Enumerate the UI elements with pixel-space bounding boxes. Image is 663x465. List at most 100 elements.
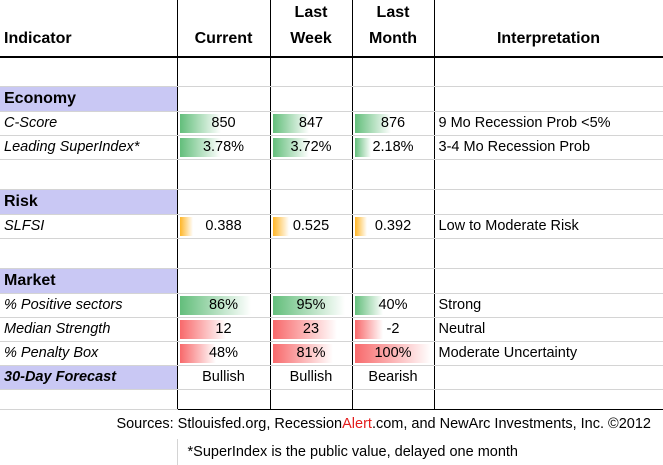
forecast-week: Bullish	[270, 365, 353, 390]
pen-current-bar	[179, 343, 217, 363]
label-forecast: 30-Day Forecast	[0, 365, 177, 390]
pos-interp: Strong	[434, 293, 663, 318]
spacer-row	[0, 57, 663, 87]
sources-alert: Alert	[342, 416, 372, 433]
pen-interp: Moderate Uncertainty	[434, 341, 663, 366]
cscore-week: 847	[270, 111, 353, 136]
med-week-value: 23	[302, 321, 320, 337]
lsi-month-value: 2.18%	[372, 139, 414, 155]
cscore-month: 876	[352, 111, 435, 136]
med-month-value: -2	[386, 321, 400, 337]
row-forecast: 30-Day Forecast Bullish Bullish Bearish	[0, 365, 663, 390]
row-cscore: C-Score 850 847 876 9 Mo Recession Prob …	[0, 111, 663, 136]
section-market-row: Market	[0, 268, 663, 294]
lsi-current: 3.78%	[176, 135, 271, 160]
pen-week-bar	[272, 343, 334, 363]
row-lsi: Leading SuperIndex* 3.78% 3.72% 2.18% 3-…	[0, 135, 663, 160]
header-last-week-line2: Week	[290, 30, 332, 47]
cscore-current-bar	[179, 113, 221, 133]
lsi-month-bar	[354, 137, 371, 157]
pen-month-value: 100%	[374, 345, 412, 361]
med-current-value: 12	[215, 321, 232, 337]
section-risk: Risk	[0, 189, 177, 215]
cscore-current-value: 850	[211, 115, 236, 131]
cscore-current: 850	[176, 111, 271, 136]
label-cscore: C-Score	[0, 111, 177, 136]
cscore-week-value: 847	[298, 115, 324, 131]
header-row: Indicator Current Last Week Last Month Int…	[0, 0, 663, 58]
label-lsi: Leading SuperIndex*	[0, 135, 177, 160]
pen-current-value: 48%	[208, 345, 239, 361]
forecast-interp	[434, 365, 663, 390]
pos-month-value: 40%	[378, 297, 408, 313]
med-current: 12	[176, 317, 271, 342]
slfsi-week-value: 0.525	[292, 218, 330, 234]
pen-month-bar	[354, 343, 432, 363]
label-med: Median Strength	[0, 317, 177, 342]
header-indicator: Indicator	[0, 0, 177, 58]
pen-month: 100%	[352, 341, 435, 366]
spacer-row	[0, 389, 663, 410]
slfsi-month-bar	[354, 216, 367, 236]
lsi-month: 2.18%	[352, 135, 435, 160]
header-last-week: Last Week	[270, 0, 353, 58]
pen-current: 48%	[176, 341, 271, 366]
header-interpretation: Interpretation	[434, 0, 663, 58]
lsi-week-bar	[272, 137, 309, 157]
sources-row: Sources: Stlouisfed.org, RecessionAlert.…	[0, 409, 663, 439]
med-interp: Neutral	[434, 317, 663, 342]
lsi-week-value: 3.72%	[290, 139, 332, 155]
cscore-month-bar	[354, 113, 391, 133]
slfsi-week-bar	[272, 216, 289, 236]
sources-text: Sources: Stlouisfed.org, RecessionAlert.…	[0, 409, 663, 439]
section-economy-row: Economy	[0, 86, 663, 112]
slfsi-interp: Low to Moderate Risk	[434, 214, 663, 239]
header-last-week-line1: Last	[294, 4, 328, 21]
header-last-month-line1: Last	[376, 4, 410, 21]
pos-week-bar	[272, 295, 346, 315]
cscore-month-value: 876	[380, 115, 406, 131]
note-row: *SuperIndex is the public value, delayed…	[0, 439, 663, 465]
slfsi-current-value: 0.388	[205, 218, 242, 234]
pos-month-bar	[354, 295, 383, 315]
forecast-month: Bearish	[352, 365, 435, 390]
slfsi-current: 0.388	[176, 214, 271, 239]
header-current: Current	[176, 0, 271, 58]
section-economy: Economy	[0, 86, 177, 112]
section-market: Market	[0, 268, 177, 294]
label-pen: % Penalty Box	[0, 341, 177, 366]
spacer-row	[0, 159, 663, 190]
forecast-current: Bullish	[176, 365, 271, 390]
lsi-interp: 3-4 Mo Recession Prob	[434, 135, 663, 160]
med-week: 23	[270, 317, 353, 342]
slfsi-current-bar	[179, 216, 194, 236]
cscore-interp: 9 Mo Recession Prob <5%	[434, 111, 663, 136]
lsi-current-bar	[179, 137, 221, 157]
row-slfsi: SLFSI 0.388 0.525 0.392 Low to Moderate …	[0, 214, 663, 239]
slfsi-month-value: 0.392	[374, 218, 412, 234]
slfsi-month: 0.392	[352, 214, 435, 239]
row-med: Median Strength 12 23 -2 Neutral	[0, 317, 663, 342]
med-current-bar	[179, 319, 226, 339]
label-slfsi: SLFSI	[0, 214, 177, 239]
sources-prefix: Sources: Stlouisfed.org, Recession	[116, 416, 343, 433]
pos-current: 86%	[176, 293, 271, 318]
pos-week-value: 95%	[296, 297, 326, 313]
pen-week: 81%	[270, 341, 353, 366]
med-week-bar	[272, 319, 338, 339]
spacer-row	[0, 238, 663, 269]
pos-week: 95%	[270, 293, 353, 318]
sources-suffix: .com, and NewArc Investments, Inc. ©2012	[371, 416, 651, 433]
row-pos: % Positive sectors 86% 95% 40% Strong	[0, 293, 663, 318]
header-last-month: Last Month	[352, 0, 435, 58]
slfsi-week: 0.525	[270, 214, 353, 239]
section-risk-row: Risk	[0, 189, 663, 215]
row-pen: % Penalty Box 48% 81% 100% Moderate Unce…	[0, 341, 663, 366]
pos-current-bar	[179, 295, 252, 315]
note-text: *SuperIndex is the public value, delayed…	[187, 444, 519, 460]
lsi-week: 3.72%	[270, 135, 353, 160]
lsi-current-value: 3.78%	[202, 139, 245, 155]
pos-current-value: 86%	[208, 297, 239, 313]
label-pos: % Positive sectors	[0, 293, 177, 318]
